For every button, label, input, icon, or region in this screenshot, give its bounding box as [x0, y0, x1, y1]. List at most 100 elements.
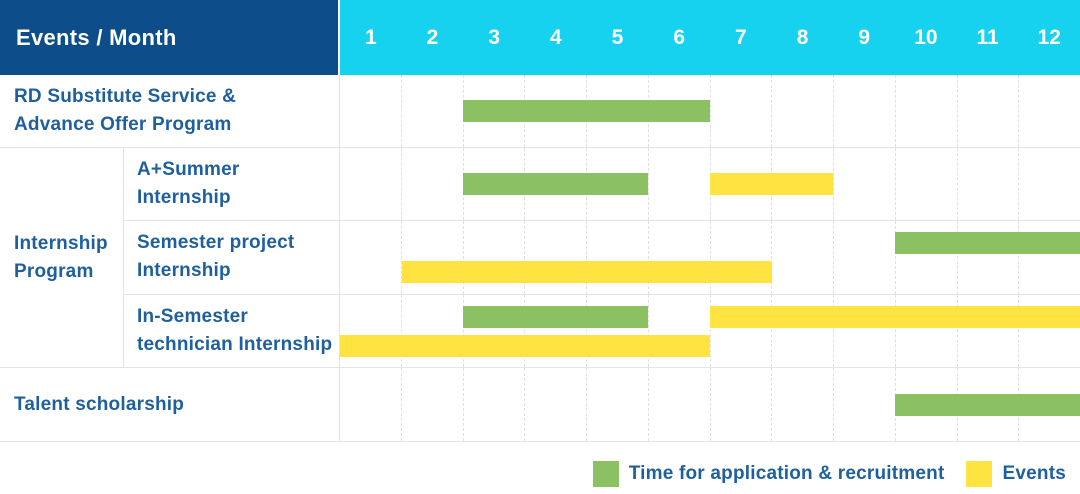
row-label-rd-substitute-service: RD Substitute Service & Advance Offer Pro…	[0, 75, 340, 147]
month-grid-column	[896, 294, 958, 367]
month-header-7: 7	[735, 25, 747, 49]
month-grid-column	[587, 221, 649, 294]
row-label-line: In-Semester	[137, 305, 248, 327]
month-grid-column	[464, 294, 526, 367]
gantt-bar-events	[340, 334, 710, 357]
month-header-5: 5	[611, 25, 624, 49]
table-row-a-plus-summer-internship: A+Summer Internship	[124, 148, 1080, 222]
gantt-bar-application	[463, 173, 649, 196]
gantt-bar-application	[895, 393, 1080, 416]
month-grid-column	[1019, 75, 1080, 147]
table-row-semester-project-internship: Semester project Internship	[124, 221, 1080, 295]
row-label-line: Semester project	[137, 232, 295, 254]
group-subrows: A+Summer Internship Semester project Intern…	[124, 148, 1080, 367]
month-header-9: 9	[858, 25, 871, 49]
month-grid-column	[772, 368, 834, 441]
table-row-talent-scholarship: Talent scholarship	[0, 368, 1080, 442]
month-grid-column	[772, 294, 834, 367]
row-label-a-plus-summer-internship: A+Summer Internship	[124, 148, 340, 221]
month-grid-column	[649, 75, 711, 147]
month-grid-column	[772, 221, 834, 294]
gantt-bar-application	[463, 305, 649, 328]
month-gridlines	[340, 221, 1080, 294]
month-grid-column	[649, 294, 711, 367]
month-header-10: 10	[914, 25, 938, 49]
gantt-bar-application	[895, 232, 1080, 255]
legend-item-events: Events	[966, 461, 1066, 487]
month-grid-column	[340, 368, 402, 441]
row-group-internship-program: Internship Program A+Summer Internship Semes…	[0, 148, 1080, 368]
table-body: RD Substitute Service & Advance Offer Pro…	[0, 75, 1080, 442]
month-grid-column	[340, 294, 402, 367]
row-label-line: Internship	[137, 187, 231, 209]
month-header-4: 4	[550, 25, 562, 49]
month-gridlines	[340, 75, 1080, 147]
month-grid-column	[834, 294, 896, 367]
month-grid-column	[772, 75, 834, 147]
month-grid-column	[525, 368, 587, 441]
month-grid-column	[464, 368, 526, 441]
row-label-line: Program	[14, 260, 94, 282]
month-grid-column	[340, 221, 402, 294]
legend-swatch-application	[592, 461, 619, 487]
month-grid-column	[402, 294, 464, 367]
month-grid-column	[525, 221, 587, 294]
month-gridlines	[340, 294, 1080, 367]
gantt-bar-application	[463, 100, 710, 122]
month-grid-column	[711, 221, 773, 294]
chart-cell	[340, 148, 1080, 221]
legend-label-application: Time for application & recruitment	[628, 463, 945, 484]
month-grid-column	[464, 221, 526, 294]
chart-cell	[340, 221, 1080, 294]
row-label-talent-scholarship: Talent scholarship	[0, 368, 340, 441]
month-header-row: 1 2 3 4 5 6 7 8 9 10 11 12	[340, 0, 1080, 75]
month-grid-column	[402, 75, 464, 147]
month-grid-column	[834, 148, 896, 221]
month-header-6: 6	[673, 25, 686, 49]
row-label-in-semester-technician-internship: In-Semester technician Internship	[124, 294, 340, 367]
group-label-internship-program: Internship Program	[0, 148, 124, 367]
month-grid-column	[896, 148, 958, 221]
month-grid-column	[958, 75, 1020, 147]
month-grid-column	[649, 368, 711, 441]
month-header-8: 8	[796, 25, 809, 49]
legend-label-events: Events	[1002, 463, 1066, 484]
chart-cell	[340, 368, 1080, 441]
month-grid-column	[711, 75, 773, 147]
row-label-line: Internship	[137, 260, 231, 282]
month-grid-column	[340, 75, 402, 147]
month-grid-column	[525, 294, 587, 367]
month-grid-column	[402, 368, 464, 441]
row-label-line: Internship	[14, 232, 108, 254]
chart-cell	[340, 75, 1080, 147]
month-grid-column	[896, 75, 958, 147]
month-grid-column	[402, 221, 464, 294]
gantt-bar-events	[710, 305, 1080, 328]
row-label-line: technician Internship	[137, 333, 333, 355]
row-label-semester-project-internship: Semester project Internship	[124, 221, 340, 294]
table-row-in-semester-technician-internship: In-Semester technician Internship	[124, 294, 1080, 367]
month-grid-column	[834, 75, 896, 147]
month-grid-column	[587, 294, 649, 367]
gantt-bar-events	[401, 261, 772, 284]
corner-header: Events / Month	[0, 0, 340, 75]
month-header-3: 3	[488, 25, 501, 49]
gantt-bar-events	[710, 173, 834, 196]
month-grid-column	[834, 221, 896, 294]
chart-cell	[340, 294, 1080, 367]
month-grid-column	[711, 294, 773, 367]
month-grid-column	[711, 368, 773, 441]
month-grid-column	[834, 368, 896, 441]
legend-item-application: Time for application & recruitment	[592, 461, 945, 487]
row-label-line: RD Substitute Service &	[14, 86, 237, 107]
row-label-line: Talent scholarship	[14, 393, 185, 415]
table-header: Events / Month 1 2 3 4 5 6 7 8 9 10 11 12	[0, 0, 1080, 75]
month-header-2: 2	[426, 25, 439, 49]
month-header-1: 1	[364, 25, 377, 49]
month-header-12: 12	[1037, 25, 1061, 49]
month-grid-column	[772, 148, 834, 221]
month-grid-column	[649, 148, 711, 221]
legend-swatch-events	[966, 461, 993, 487]
month-grid-column	[958, 148, 1020, 221]
